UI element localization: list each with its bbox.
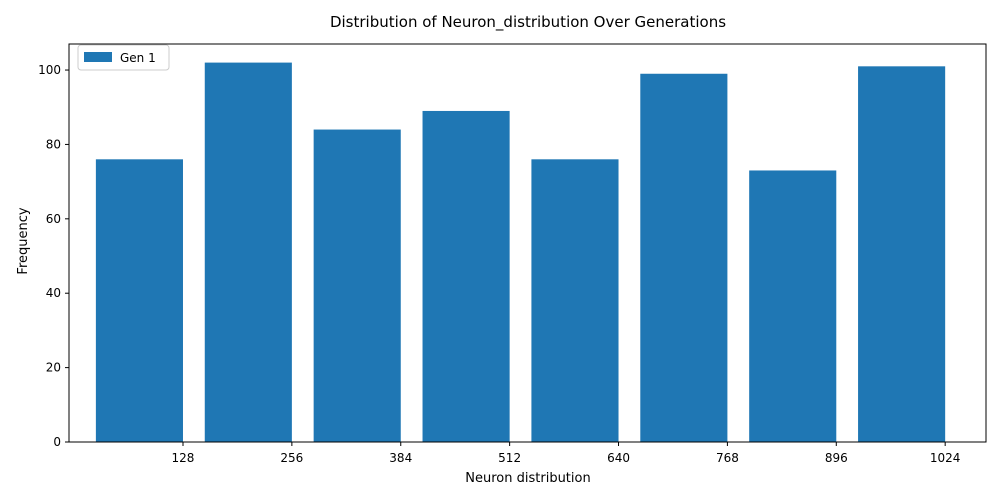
- bar-6: [640, 73, 728, 442]
- x-tick-label: 256: [280, 451, 303, 465]
- x-tick-label: 512: [498, 451, 521, 465]
- legend: Gen 1: [77, 44, 170, 71]
- bar-8: [858, 66, 946, 443]
- bars-group: [95, 62, 946, 443]
- bar-7: [749, 170, 837, 442]
- bar-5: [531, 159, 619, 442]
- bar-1: [95, 159, 183, 442]
- y-tick-label: 40: [46, 286, 61, 300]
- x-tick-label: 128: [172, 451, 195, 465]
- y-tick-label: 80: [46, 137, 61, 151]
- bar-2: [204, 62, 292, 442]
- bar-3: [313, 129, 401, 443]
- x-tick-label: 1024: [930, 451, 961, 465]
- legend-swatch: [84, 52, 112, 62]
- y-tick-label: 0: [53, 435, 61, 449]
- x-tick-label: 640: [607, 451, 630, 465]
- x-tick-label: 384: [389, 451, 412, 465]
- y-tick-label: 60: [46, 212, 61, 226]
- chart-title: Distribution of Neuron_distribution Over…: [330, 13, 726, 32]
- plot-frame: [68, 43, 987, 443]
- y-tick-label: 20: [46, 361, 61, 375]
- y-tick-label: 100: [38, 63, 61, 77]
- legend-box: [77, 44, 170, 71]
- bar-4: [422, 110, 510, 442]
- x-axis-label: Neuron distribution: [465, 471, 590, 486]
- x-tick-label: 896: [825, 451, 848, 465]
- y-axis-label: Frequency: [16, 207, 31, 274]
- x-tick-label: 768: [716, 451, 739, 465]
- legend-label: Gen 1: [120, 51, 156, 65]
- axes-group: 128 256 384 512 640 768 896 1024 0 20 40 60 80 100: [38, 43, 987, 465]
